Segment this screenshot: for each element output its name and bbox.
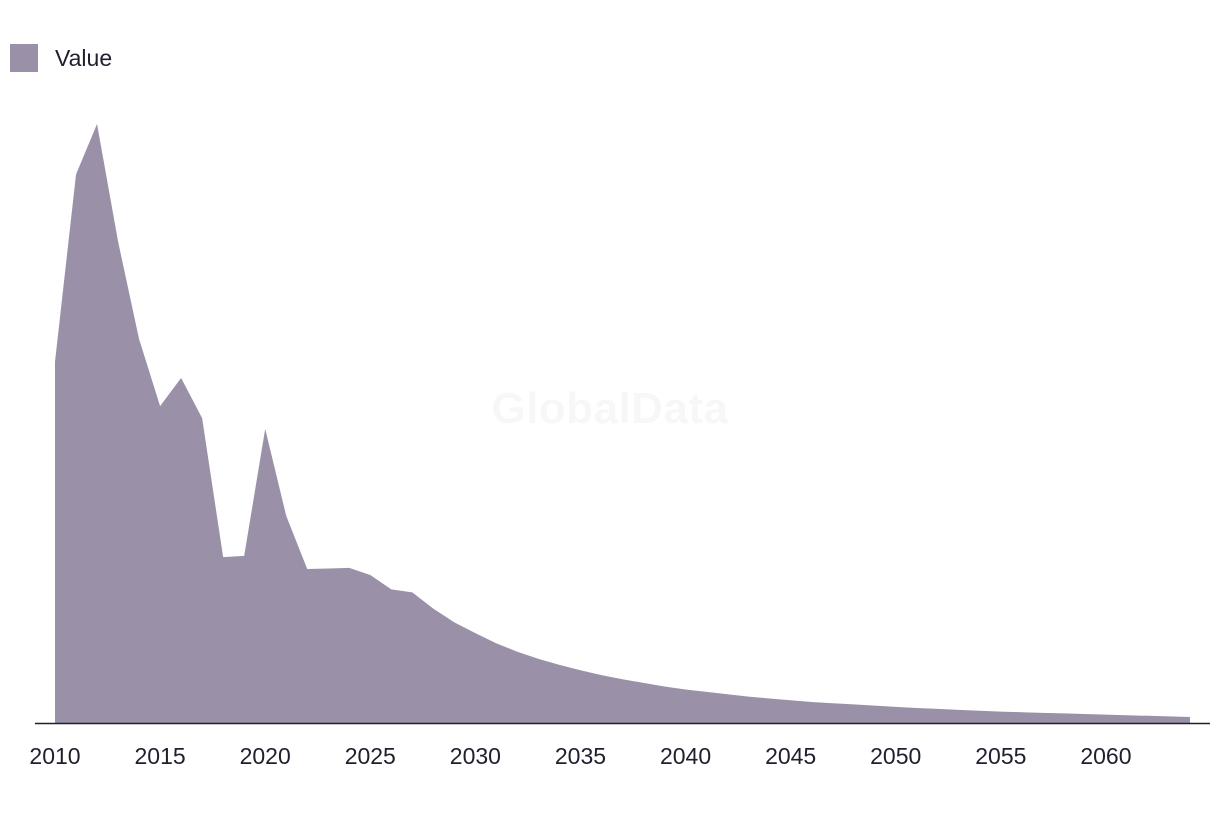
x-tick-label: 2020 bbox=[240, 743, 291, 769]
x-tick-label: 2025 bbox=[345, 743, 396, 769]
area-fill bbox=[55, 124, 1190, 723]
x-tick-label: 2040 bbox=[660, 743, 711, 769]
x-tick-label: 2015 bbox=[135, 743, 186, 769]
x-tick-label: 2045 bbox=[765, 743, 816, 769]
legend-swatch bbox=[10, 44, 38, 72]
area-series bbox=[55, 124, 1190, 723]
x-tick-label: 2030 bbox=[450, 743, 501, 769]
x-tick-label: 2060 bbox=[1080, 743, 1131, 769]
watermark: GlobalData bbox=[0, 384, 1220, 434]
legend-label: Value bbox=[55, 44, 113, 71]
x-tick-label: 2050 bbox=[870, 743, 921, 769]
legend: Value bbox=[10, 44, 112, 72]
x-tick-label: 2035 bbox=[555, 743, 606, 769]
x-tick-label: 2010 bbox=[29, 743, 80, 769]
x-axis-ticks: 2010 2015 2020 2025 2030 2035 2040 2045 2050 2055… bbox=[29, 743, 1131, 769]
x-tick-label: 2055 bbox=[975, 743, 1026, 769]
